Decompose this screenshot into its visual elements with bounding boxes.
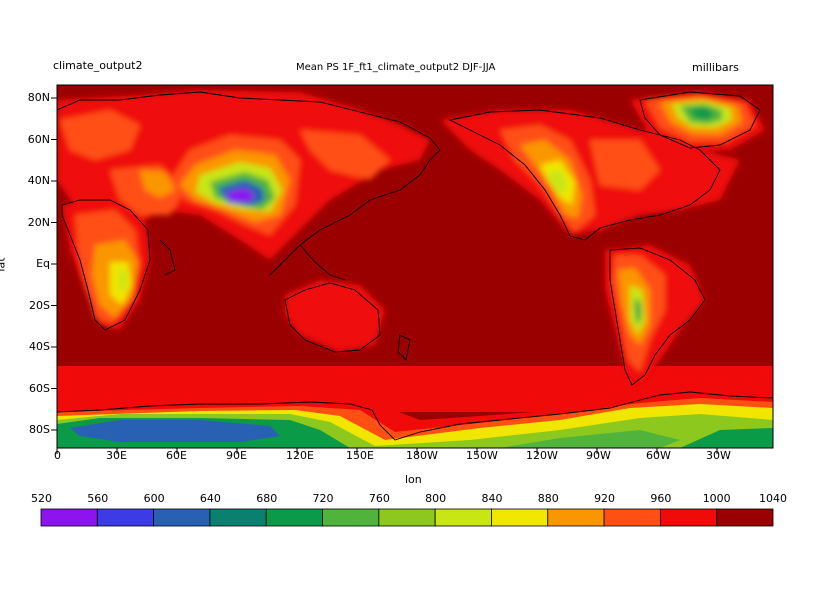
colorbar-level-label: 760 <box>368 492 390 505</box>
lat-tick-label: 40N <box>27 174 50 187</box>
colorbar-level-label: 560 <box>87 492 109 505</box>
colorbar-swatch <box>434 508 492 527</box>
lon-tick-label: 90W <box>586 449 611 462</box>
lon-tick-label: 120E <box>286 449 314 462</box>
colorbar-swatch <box>153 508 211 527</box>
colorbar-level-label: 720 <box>312 492 334 505</box>
colorbar-level-label: 640 <box>199 492 221 505</box>
colorbar-swatch <box>547 508 605 527</box>
colorbar-level-label: 520 <box>31 492 52 505</box>
colorbar-swatch <box>40 508 98 527</box>
antarctica-field <box>57 392 773 448</box>
map-frame <box>56 84 774 449</box>
colorbar-level-label: 920 <box>594 492 616 505</box>
colorbar-swatch <box>209 508 267 527</box>
lat-tick-label: 20S <box>29 298 50 312</box>
lon-tick-label: 60E <box>166 449 187 462</box>
colorbar-swatch <box>659 508 718 527</box>
case-name-label: climate_output2 <box>53 59 143 72</box>
lon-tick-label: 120W <box>526 449 558 462</box>
lon-tick-label: 60W <box>646 449 671 462</box>
colorbar-swatch <box>491 508 549 527</box>
pressure-field <box>57 85 773 448</box>
lon-tick-label: 90E <box>226 449 247 462</box>
units-label: millibars <box>692 61 739 74</box>
lat-tick-label: 60S <box>29 381 50 395</box>
colorbar-swatch <box>265 508 323 527</box>
colorbar-swatch <box>96 508 155 527</box>
lon-tick-label: 180W <box>406 449 438 462</box>
colorbar-level-label: 600 <box>143 492 165 505</box>
axis-ticks <box>51 97 718 454</box>
lon-tick-label: 30E <box>106 449 127 462</box>
lon-tick-label: 150E <box>346 449 374 462</box>
colorbar-level-label: 880 <box>537 492 559 505</box>
colorbar-level-label: 800 <box>425 492 447 505</box>
lat-tick-label: Eq <box>36 257 50 270</box>
lat-tick-label: 20N <box>27 215 50 229</box>
x-axis-label: lon <box>405 473 422 486</box>
lat-tick-label: 80N <box>27 91 50 104</box>
colorbar-swatch <box>716 508 774 527</box>
lat-tick-label: 60N <box>27 132 50 146</box>
colorbar-swatch <box>322 508 380 527</box>
colorbar-swatch <box>378 508 436 527</box>
colorbar-level-label: 680 <box>256 492 278 505</box>
colorbar-swatch <box>603 508 661 527</box>
lat-tick-label: 80S <box>29 423 50 436</box>
lon-tick-label: 30W <box>706 449 731 462</box>
coastlines <box>57 91 773 441</box>
colorbar-level-label: 1040 <box>759 492 787 505</box>
plot-title: Mean PS 1F_ft1_climate_output2 DJF-JJA <box>296 62 496 73</box>
colorbar-level-label: 960 <box>650 492 672 505</box>
colorbar-level-label: 1000 <box>702 492 731 505</box>
lat-tick-label: 40S <box>29 340 50 353</box>
land-pressure-patches <box>57 90 765 385</box>
lon-tick-label: 0 <box>54 449 61 462</box>
colorbar-level-label: 840 <box>481 492 503 505</box>
colorbar <box>40 508 774 527</box>
lon-tick-label: 150W <box>466 449 498 462</box>
